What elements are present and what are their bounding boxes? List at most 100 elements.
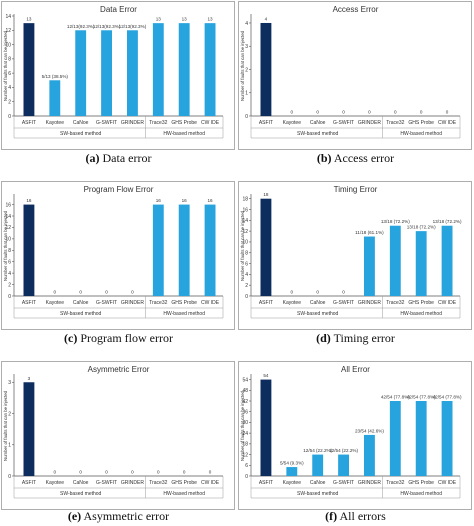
data-label: 18 [263,192,269,197]
category-label: Trace32 [386,300,404,306]
chart-panel-1: Data Error Number of faults that can be i… [1,1,235,150]
data-label: 0 [394,110,397,115]
data-label: 0 [54,470,57,475]
data-label: 4 [265,16,268,21]
y-tick-label: 14 [5,214,11,220]
caption-c: (c) Program flow error [0,331,237,346]
category-label: GRINDER [121,300,144,306]
y-tick-label: 10 [5,237,11,243]
bar-cw-ide [441,225,453,296]
y-tick-label: 2 [8,100,11,106]
bar-g-swfit [338,454,349,476]
category-label: G-SWFIT [333,120,354,126]
chart-panel-2: Access Error Number of faults that can be… [238,1,472,150]
bar-ghs-probe [415,231,427,296]
category-label: CaNoe [73,300,89,306]
y-tick-label: 3 [245,44,248,50]
category-label: CW IDE [201,300,220,306]
caption-letter: (f) [325,509,338,523]
category-label: ASFIT [22,120,36,126]
bar-asfit [23,204,35,296]
category-label: Trace32 [149,120,167,126]
category-label: ASFIT [22,300,36,306]
data-label: 16 [208,198,214,203]
category-label: Trace32 [149,300,167,306]
chart-title: Asymmetric Error [88,365,150,374]
y-tick-label: 6 [8,71,11,77]
y-tick-label: 2 [245,67,248,73]
category-label: CW IDE [201,480,220,486]
data-label: 13/18 (72.2%) [433,219,462,224]
caption-a: (a) Data error [0,151,237,166]
data-label: 3 [28,376,31,381]
data-label: 54 [263,373,269,378]
y-tick-label: 0 [8,294,11,300]
caption-f: (f) All errors [237,509,474,524]
data-label: 13 [26,17,32,22]
category-label: CaNoe [310,300,326,306]
data-label: 12/13(92.3%) [93,24,121,29]
y-axis-label: Number of faults that can be injected [3,30,8,101]
data-label: 0 [209,470,212,475]
group-label: HW-based method [400,491,442,497]
y-tick-label: 4 [8,85,11,91]
category-label: GRINDER [121,480,144,486]
bar-cw-ide [204,23,216,117]
category-label: GRINDER [358,300,381,306]
y-tick-label: 0 [245,114,248,120]
data-label: 0 [291,290,294,295]
y-axis-label: Number of faults that can be injected [240,210,245,281]
category-label: CaNoe [73,480,89,486]
y-tick-label: 6 [245,463,248,469]
y-axis-label: Number of faults that can be injected [240,390,245,461]
y-tick-label: 2 [8,282,11,288]
data-label: 13 [208,17,214,22]
category-label: CaNoe [310,120,326,126]
data-label: 0 [105,470,108,475]
y-tick-label: 8 [245,251,248,257]
data-label: 13/18 (72.2%) [381,219,410,224]
y-tick-label: 18 [242,442,248,448]
data-label: 0 [316,290,319,295]
data-label: 16 [156,198,162,203]
category-label: G-SWFIT [96,120,117,126]
group-label: HW-based method [163,491,205,497]
group-label: SW-based method [60,131,102,137]
bar-grinder [364,434,375,476]
category-label: Trace32 [386,480,404,486]
y-tick-label: 0 [245,474,248,480]
chart-title: All Error [341,365,370,374]
chart-title: Access Error [333,5,379,14]
y-tick-label: 8 [8,248,11,254]
data-label: 5/13 (38.5%) [42,74,69,79]
y-tick-label: 6 [245,261,248,267]
bar-kayotee [286,467,298,476]
bar-grinder [127,30,138,117]
data-label: 0 [342,290,345,295]
data-label: 0 [79,290,82,295]
caption-letter: (c) [64,331,78,345]
y-tick-label: 2 [8,411,11,417]
chart-frame [1,181,235,330]
y-tick-label: 54 [242,377,248,383]
data-label: 16 [26,198,32,203]
group-label: HW-based method [400,131,442,137]
chart-panel-5: Asymmetric Error Number of faults that ca… [1,361,235,510]
y-tick-label: 4 [245,21,248,27]
data-label: 0 [342,110,345,115]
y-tick-label: 3 [8,380,11,386]
data-label: 13 [156,17,162,22]
y-tick-label: 0 [245,294,248,300]
bar-g-swfit [101,30,112,117]
category-label: CW IDE [201,120,220,126]
bar-asfit [260,22,272,116]
chart-panel-6: All Error Number of faults that can be in… [238,361,472,510]
caption-text: Asymmetric error [83,509,170,523]
y-tick-label: 0 [8,474,11,480]
y-tick-label: 14 [242,218,248,224]
data-label: 12/13(92.3%) [119,24,147,29]
data-label: 13/18 (72.2%) [407,225,436,230]
data-label: 12/54 (22.2%) [329,448,358,453]
category-label: Kayotee [283,480,302,486]
category-label: CaNoe [73,120,89,126]
